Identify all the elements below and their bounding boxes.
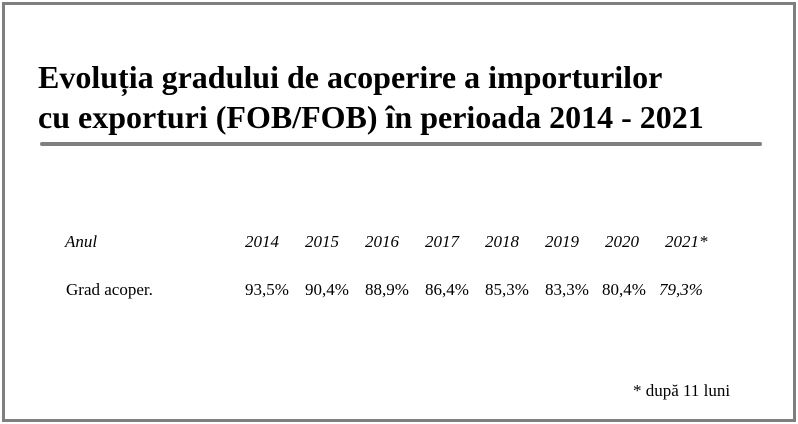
- title-divider: [40, 142, 762, 146]
- value-cell: 93,5%: [245, 280, 289, 299]
- value-cell-estimate: 79,3%: [659, 280, 703, 299]
- coverage-table: Anul 2014 2015 2016 2017 2018 2019 2020 …: [5, 5, 793, 419]
- year-cell: 2017: [425, 232, 459, 251]
- value-cell: 83,3%: [545, 280, 589, 299]
- year-cell: 2015: [305, 232, 339, 251]
- value-cell: 85,3%: [485, 280, 529, 299]
- value-cell: 80,4%: [602, 280, 646, 299]
- year-cell: 2014: [245, 232, 279, 251]
- value-cell: 90,4%: [305, 280, 349, 299]
- year-cell: 2019: [545, 232, 579, 251]
- year-cell: 2016: [365, 232, 399, 251]
- value-cell: 86,4%: [425, 280, 469, 299]
- year-cell: 2018: [485, 232, 519, 251]
- title-line-2: cu exporturi (FOB/FOB) în perioada 2014 …: [38, 99, 704, 135]
- title-line-1: Evoluția gradului de acoperire a importu…: [38, 59, 663, 95]
- header-label: Anul: [65, 232, 98, 251]
- row-label: Grad acoper.: [66, 280, 153, 299]
- footnote: * după 11 luni: [633, 381, 731, 400]
- year-cell: 2021*: [665, 232, 708, 251]
- value-cell: 88,9%: [365, 280, 409, 299]
- page-title: Evoluția gradului de acoperire a importu…: [38, 57, 778, 137]
- year-cell: 2020: [605, 232, 639, 251]
